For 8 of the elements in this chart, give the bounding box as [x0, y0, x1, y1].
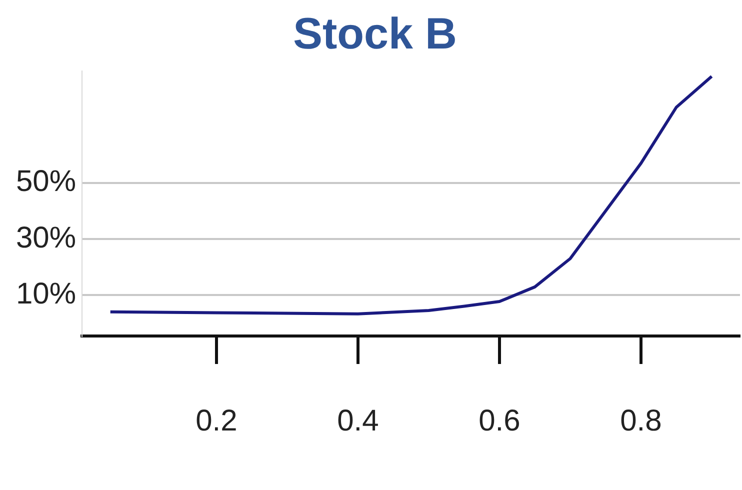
x-tick-label: 0.4: [337, 404, 379, 438]
y-tick-label: 30%: [16, 221, 76, 254]
x-tick-label: 0.2: [196, 404, 238, 438]
x-tick-label: 0.8: [620, 404, 662, 438]
y-tick-label: 50%: [16, 165, 76, 198]
x-tick-label: 0.6: [478, 404, 520, 438]
y-tick-label: 10%: [16, 277, 76, 310]
chart-title: Stock B: [293, 10, 457, 59]
